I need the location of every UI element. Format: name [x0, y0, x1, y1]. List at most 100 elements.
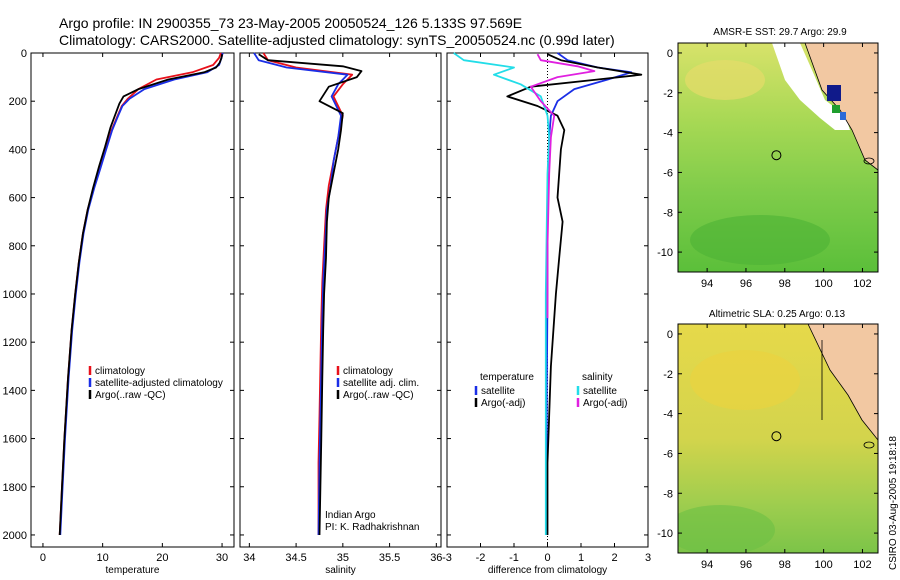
- difference-xtick-label: 2: [611, 552, 617, 564]
- sla-map-ytick-label: -4: [663, 409, 673, 421]
- difference-series-1: [506, 53, 643, 535]
- sla-map-ytick-label: -8: [663, 488, 673, 500]
- difference-xtick-label: 3: [645, 552, 651, 564]
- salinity-series-2: [258, 53, 363, 536]
- difference-panel: -3 -2 -1 0 1 2 3 difference from climatology tem…: [442, 52, 651, 576]
- credit-program: Indian Argo: [325, 510, 376, 521]
- sst-map-xtick-label: 94: [701, 278, 713, 290]
- sst-argo-marker: [771, 150, 782, 161]
- salinity-xtick-label: 36: [430, 552, 442, 564]
- sla-high-patch: [690, 350, 800, 410]
- sst-map-ytick-label: -2: [663, 88, 673, 100]
- difference-series-0: [545, 52, 633, 535]
- depth-tick-label: 1600: [3, 434, 27, 446]
- salinity-xtick-label: 34.5: [285, 552, 306, 564]
- diff-legend-title-salinity: salinity: [582, 372, 613, 383]
- depth-tick-label: 200: [9, 96, 27, 108]
- sla-island: [863, 441, 875, 449]
- salinity-plot-frame: [239, 52, 442, 548]
- salinity-xlabel: salinity: [325, 565, 356, 576]
- depth-tick-label: 1400: [3, 385, 27, 397]
- sla-map-ticks: 94 96 98 100 102 0 -2 -4 -6 -8 -10: [657, 324, 878, 571]
- difference-series-2: [453, 52, 551, 535]
- temperature-xtick-label: 10: [97, 552, 109, 564]
- sla-map-xtick-label: 102: [853, 559, 871, 571]
- salinity-legend-label: Argo(..raw -QC): [343, 390, 414, 401]
- sst-hot-pixel-3: [840, 112, 846, 120]
- temperature-xtick-label: 0: [40, 552, 46, 564]
- diff-legend-temp-label: satellite: [481, 386, 515, 397]
- difference-series-3: [529, 53, 596, 319]
- salinity-panel: 34 34.5 35 35.5 36 salinity climatologysatelli…: [239, 52, 442, 576]
- sst-map-ytick-label: -10: [657, 247, 673, 259]
- header-line2: Climatology: CARS2000. Satellite-adjuste…: [59, 32, 615, 48]
- depth-tick-label: 600: [9, 193, 27, 205]
- sst-map-ytick-label: -6: [663, 167, 673, 179]
- sla-map-ytick-label: -6: [663, 448, 673, 460]
- temperature-xtick-label: 30: [216, 552, 228, 564]
- sst-warm-patch: [685, 60, 765, 100]
- depth-tick-label: 1800: [3, 482, 27, 494]
- salinity-series-1: [253, 52, 349, 536]
- sst-map-ticks: 94 96 98 100 102 0 -2 -4 -6 -8 -10: [657, 43, 878, 290]
- depth-tick-label: 2000: [3, 530, 27, 542]
- credit-pi: PI: K. Radhakrishnan: [325, 522, 420, 533]
- salinity-xtick-label: 35.5: [379, 552, 400, 564]
- sla-coastline: [807, 324, 878, 441]
- sla-map-xtick-label: 98: [779, 559, 791, 571]
- sst-map-xtick-label: 102: [853, 278, 871, 290]
- sst-cool-patch: [690, 215, 830, 265]
- diff-legend-sal-label: satellite: [583, 386, 617, 397]
- temperature-plot-frame: [30, 52, 235, 548]
- difference-xtick-label: -1: [509, 552, 519, 564]
- sla-land: [808, 324, 878, 440]
- sst-hot-pixel-2: [832, 105, 840, 113]
- difference-xtick-label: -2: [476, 552, 486, 564]
- sla-map-xtick-label: 100: [814, 559, 832, 571]
- sst-map-xtick-label: 100: [814, 278, 832, 290]
- sla-argo-marker: [771, 431, 782, 442]
- diff-legend-title-temperature: temperature: [480, 372, 534, 383]
- sla-map-xtick-label: 94: [701, 559, 713, 571]
- sla-map-ytick-label: -10: [657, 528, 673, 540]
- temperature-panel: 0 10 20 30 temperature 0 200 400 600 800 1000 1200 1…: [3, 48, 235, 576]
- sst-map-title: AMSR-E SST: 29.7 Argo: 29.9: [713, 27, 847, 38]
- sst-land: [805, 43, 878, 170]
- temperature-xtick-label: 20: [156, 552, 168, 564]
- depth-tick-label: 400: [9, 144, 27, 156]
- sla-map-ytick-label: 0: [667, 329, 673, 341]
- sst-island: [863, 157, 875, 165]
- sst-map-ytick-label: 0: [667, 48, 673, 60]
- diff-legend-temp-label: Argo(-adj): [481, 398, 525, 409]
- sst-map-ytick-label: -8: [663, 207, 673, 219]
- depth-tick-label: 0: [21, 48, 27, 60]
- temperature-legend-label: satellite-adjusted climatology: [95, 378, 223, 389]
- temperature-series-1: [59, 52, 224, 536]
- timestamp-stamp: CSIRO 03-Aug-2005 19:18:18: [888, 436, 899, 570]
- diff-legend-sal-label: Argo(-adj): [583, 398, 627, 409]
- salinity-legend-label: climatology: [343, 366, 393, 377]
- difference-xtick-label: 1: [578, 552, 584, 564]
- sla-map-ytick-label: -2: [663, 369, 673, 381]
- temperature-legend-label: climatology: [95, 366, 145, 377]
- difference-xlabel: difference from climatology: [488, 565, 607, 576]
- sst-map-xtick-label: 98: [779, 278, 791, 290]
- sst-map-panel: AMSR-E SST: 29.7 Argo: 29.9 94 96 98 100 102…: [657, 27, 879, 290]
- sst-map-frame: [677, 42, 879, 273]
- depth-tick-label: 800: [9, 241, 27, 253]
- sst-no-data-mask: [772, 43, 850, 130]
- sla-map-panel: Altimetric SLA: 0.25 Argo: 0.13 94 96 98 10…: [657, 309, 879, 571]
- difference-xtick-label: -3: [442, 552, 452, 564]
- difference-xtick-label: 0: [544, 552, 550, 564]
- temperature-xlabel: temperature: [106, 565, 160, 576]
- sst-map-ytick-label: -4: [663, 128, 673, 140]
- sla-low-patch: [678, 505, 775, 553]
- temperature-series-0: [58, 52, 222, 536]
- temperature-legend-label: Argo(..raw -QC): [95, 390, 166, 401]
- temperature-series-2: [58, 54, 223, 536]
- sst-map-xtick-label: 96: [740, 278, 752, 290]
- salinity-xtick-label: 34: [243, 552, 255, 564]
- depth-tick-label: 1000: [3, 289, 27, 301]
- salinity-xtick-label: 35: [337, 552, 349, 564]
